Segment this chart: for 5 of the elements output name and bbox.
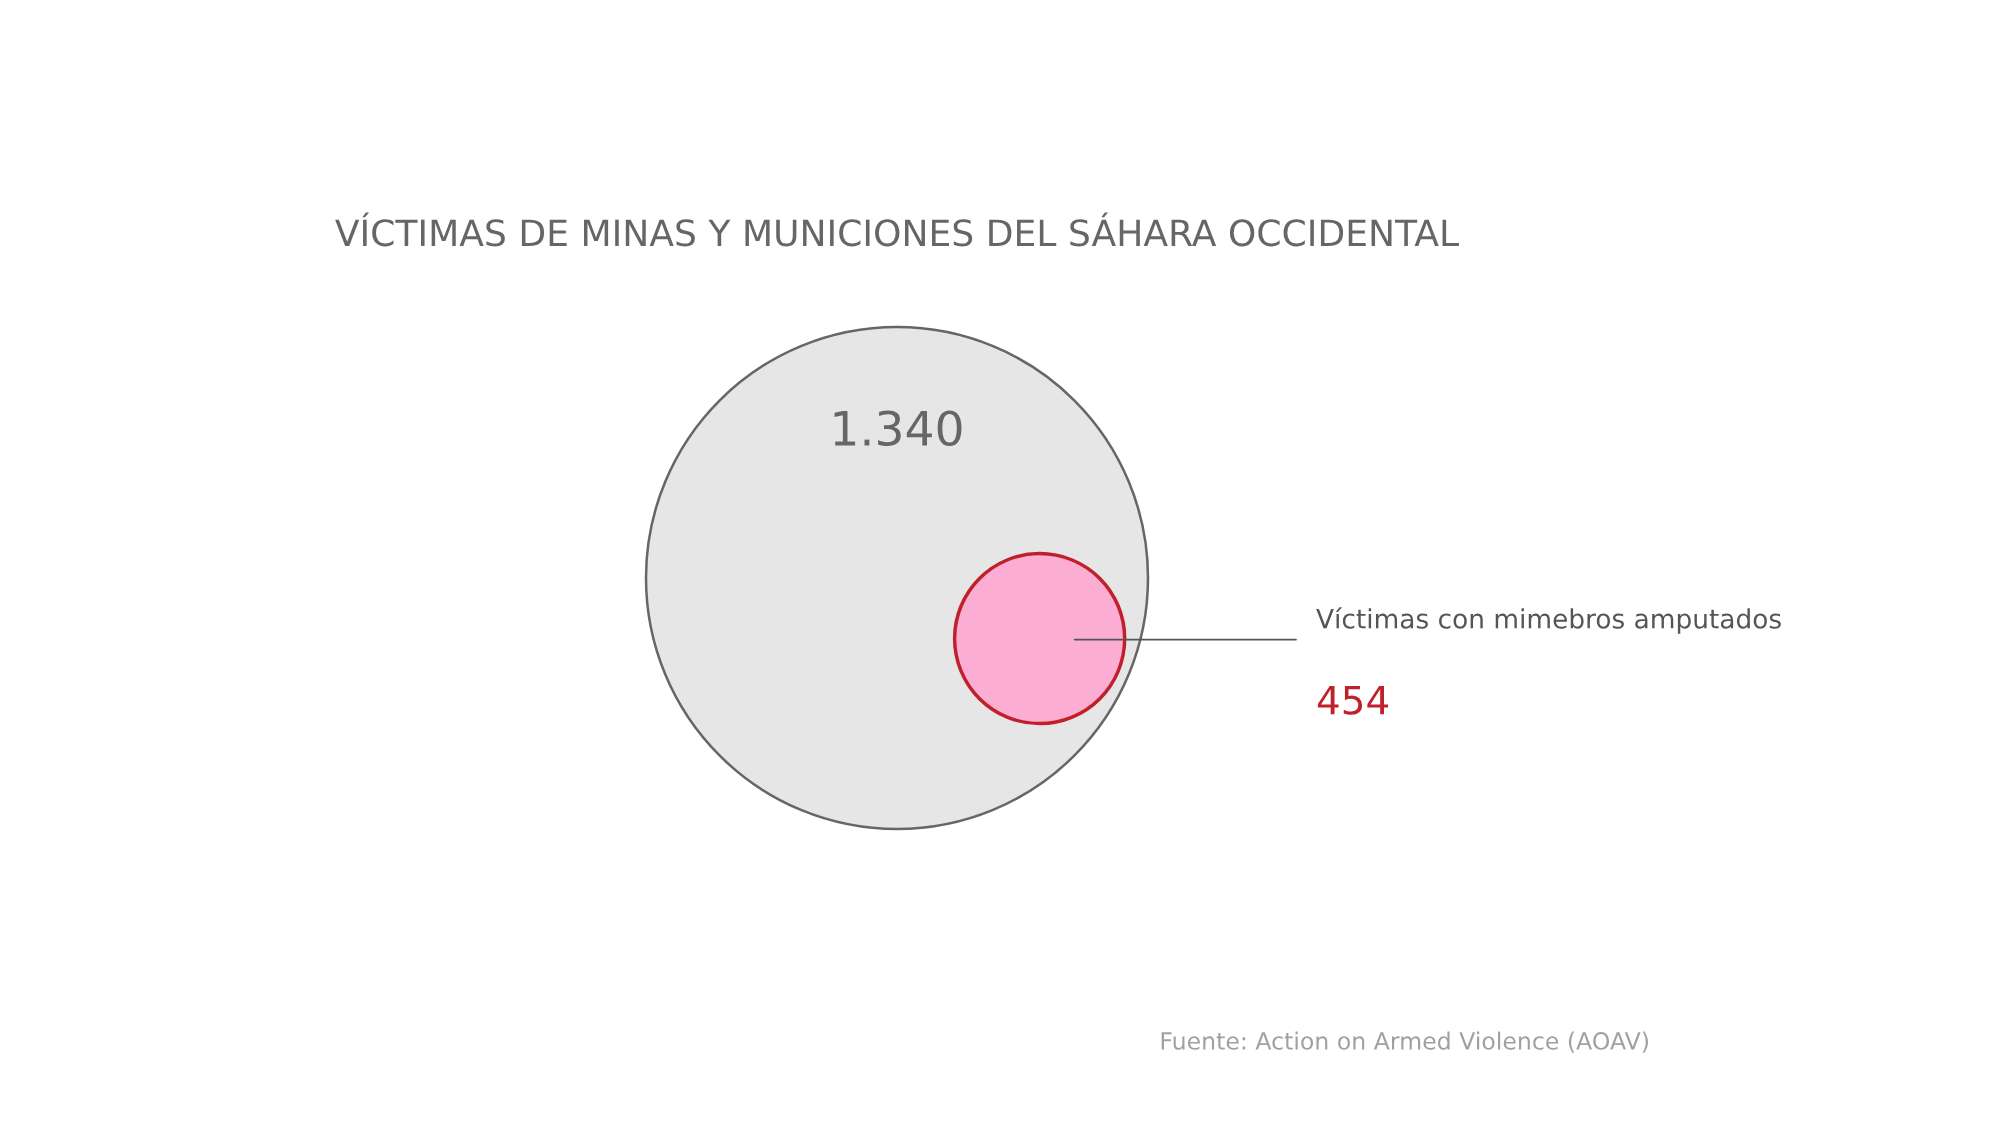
data-label: 1.340 — [834, 410, 962, 447]
source-note: Fuente: Action on Armed Violence (AOAV) — [1161, 1031, 1648, 1053]
data-label: 454 — [1317, 685, 1389, 715]
text: VÍCTIMAS DE MINAS Y MUNICIONES DEL SÁHARA OCCIDENTAL — [335, 212, 1459, 247]
category-label: Víctimas con mimebros amputados — [1316, 607, 1781, 634]
